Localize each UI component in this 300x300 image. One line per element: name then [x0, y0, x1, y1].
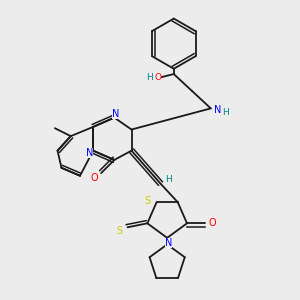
Text: H: H — [222, 108, 229, 117]
Text: N: N — [112, 109, 119, 119]
Text: O: O — [154, 73, 161, 82]
Text: H: H — [165, 175, 172, 184]
Text: N: N — [214, 105, 221, 115]
Text: O: O — [208, 218, 216, 228]
Text: S: S — [117, 226, 123, 236]
Text: H: H — [147, 73, 153, 82]
Text: O: O — [91, 173, 98, 183]
Text: S: S — [144, 196, 150, 206]
Text: N: N — [165, 238, 172, 248]
Text: N: N — [85, 148, 93, 158]
